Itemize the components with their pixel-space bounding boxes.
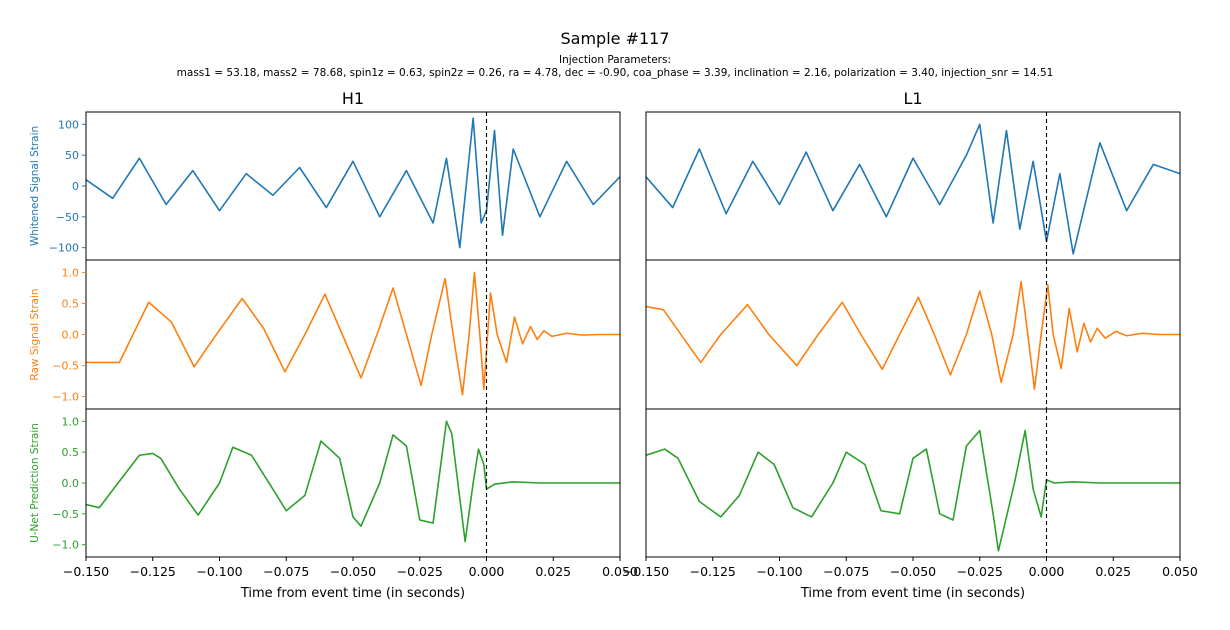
y-tick-label: 0.5: [62, 297, 80, 310]
x-tick-label: 0.050: [1162, 564, 1198, 579]
subplot-frame: [85, 259, 621, 410]
x-axis-label: Time from event time (in seconds): [800, 586, 1025, 601]
plot-area: H1 −100 −50 0 50 100 Whitened Signal Strain −1.…: [29, 89, 1198, 601]
y-axis-label: Whitened Signal Strain: [29, 126, 41, 246]
subplot-unet: −1.0 −0.5 0.0 0.5 1.0 U-Net Prediction Strain…: [29, 408, 638, 601]
x-tick-label: −0.075: [823, 564, 869, 579]
series-line-whitened: [646, 123, 1180, 255]
series-line-raw: [86, 271, 620, 396]
x-tick-label: 0.025: [535, 564, 571, 579]
x-tick-label: 0.000: [469, 564, 505, 579]
x-tick-label: 0.050: [602, 564, 638, 579]
y-tick-label: −1.0: [52, 539, 79, 552]
x-tick-label: −0.050: [330, 564, 376, 579]
subplot-whitened: [645, 111, 1181, 261]
detector-title: L1: [903, 89, 922, 108]
y-tick-label: 0.0: [62, 329, 80, 342]
subplot-unet: −0.150 −0.125 −0.100 −0.075 −0.050 −0.025 0.00…: [623, 408, 1198, 601]
figure-subtitle-line2: mass1 = 53.18, mass2 = 78.68, spin1z = 0…: [177, 67, 1054, 79]
x-tick-label: −0.100: [756, 564, 802, 579]
x-tick-label: −0.075: [263, 564, 309, 579]
series-line-raw: [646, 280, 1180, 390]
y-tick-label: 0.5: [62, 446, 80, 459]
x-tick-label: −0.025: [397, 564, 443, 579]
y-tick-label: −0.5: [52, 360, 79, 373]
series-line-unet: [646, 429, 1180, 552]
subplot-raw: [645, 259, 1181, 410]
y-tick-label: −100: [49, 242, 79, 255]
series-line-whitened: [86, 117, 620, 249]
y-axis-label: Raw Signal Strain: [29, 288, 41, 380]
figure-title: Sample #117: [560, 29, 669, 48]
x-axis-label: Time from event time (in seconds): [240, 586, 465, 601]
y-axis-label: U-Net Prediction Strain: [29, 423, 41, 543]
x-tick-label: 0.000: [1029, 564, 1065, 579]
x-tick-label: −0.125: [130, 564, 176, 579]
x-tick-label: 0.025: [1095, 564, 1131, 579]
x-tick-label: −0.025: [957, 564, 1003, 579]
x-tick-label: −0.150: [623, 564, 669, 579]
series-line-unet: [86, 420, 620, 543]
detector-panel-h1: H1 −100 −50 0 50 100 Whitened Signal Strain −1.…: [29, 89, 638, 601]
y-tick-label: 100: [58, 118, 79, 131]
y-tick-label: 0.0: [62, 477, 80, 490]
y-tick-label: 50: [65, 149, 79, 162]
subplot-raw: −1.0 −0.5 0.0 0.5 1.0 Raw Signal Strain: [29, 259, 621, 410]
y-tick-label: 0: [72, 180, 79, 193]
y-tick-label: 1.0: [62, 415, 80, 428]
x-tick-label: −0.125: [690, 564, 736, 579]
detector-panel-l1: L1 −0.150 −0.125 −0.100 −0.075 −0.050 −0.025 0.…: [623, 89, 1198, 601]
figure-subtitle-line1: Injection Parameters:: [559, 54, 671, 66]
y-tick-label: −50: [56, 211, 79, 224]
y-tick-label: −0.5: [52, 508, 79, 521]
y-tick-label: −1.0: [52, 391, 79, 404]
y-tick-label: 1.0: [62, 266, 80, 279]
x-tick-label: −0.050: [890, 564, 936, 579]
x-tick-label: −0.100: [196, 564, 242, 579]
detector-title: H1: [342, 89, 364, 108]
subplot-frame: [85, 111, 621, 261]
x-tick-label: −0.150: [63, 564, 109, 579]
subplot-whitened: −100 −50 0 50 100 Whitened Signal Strain: [29, 111, 621, 261]
subplot-frame: [645, 259, 1181, 410]
subplot-frame: [645, 111, 1181, 261]
